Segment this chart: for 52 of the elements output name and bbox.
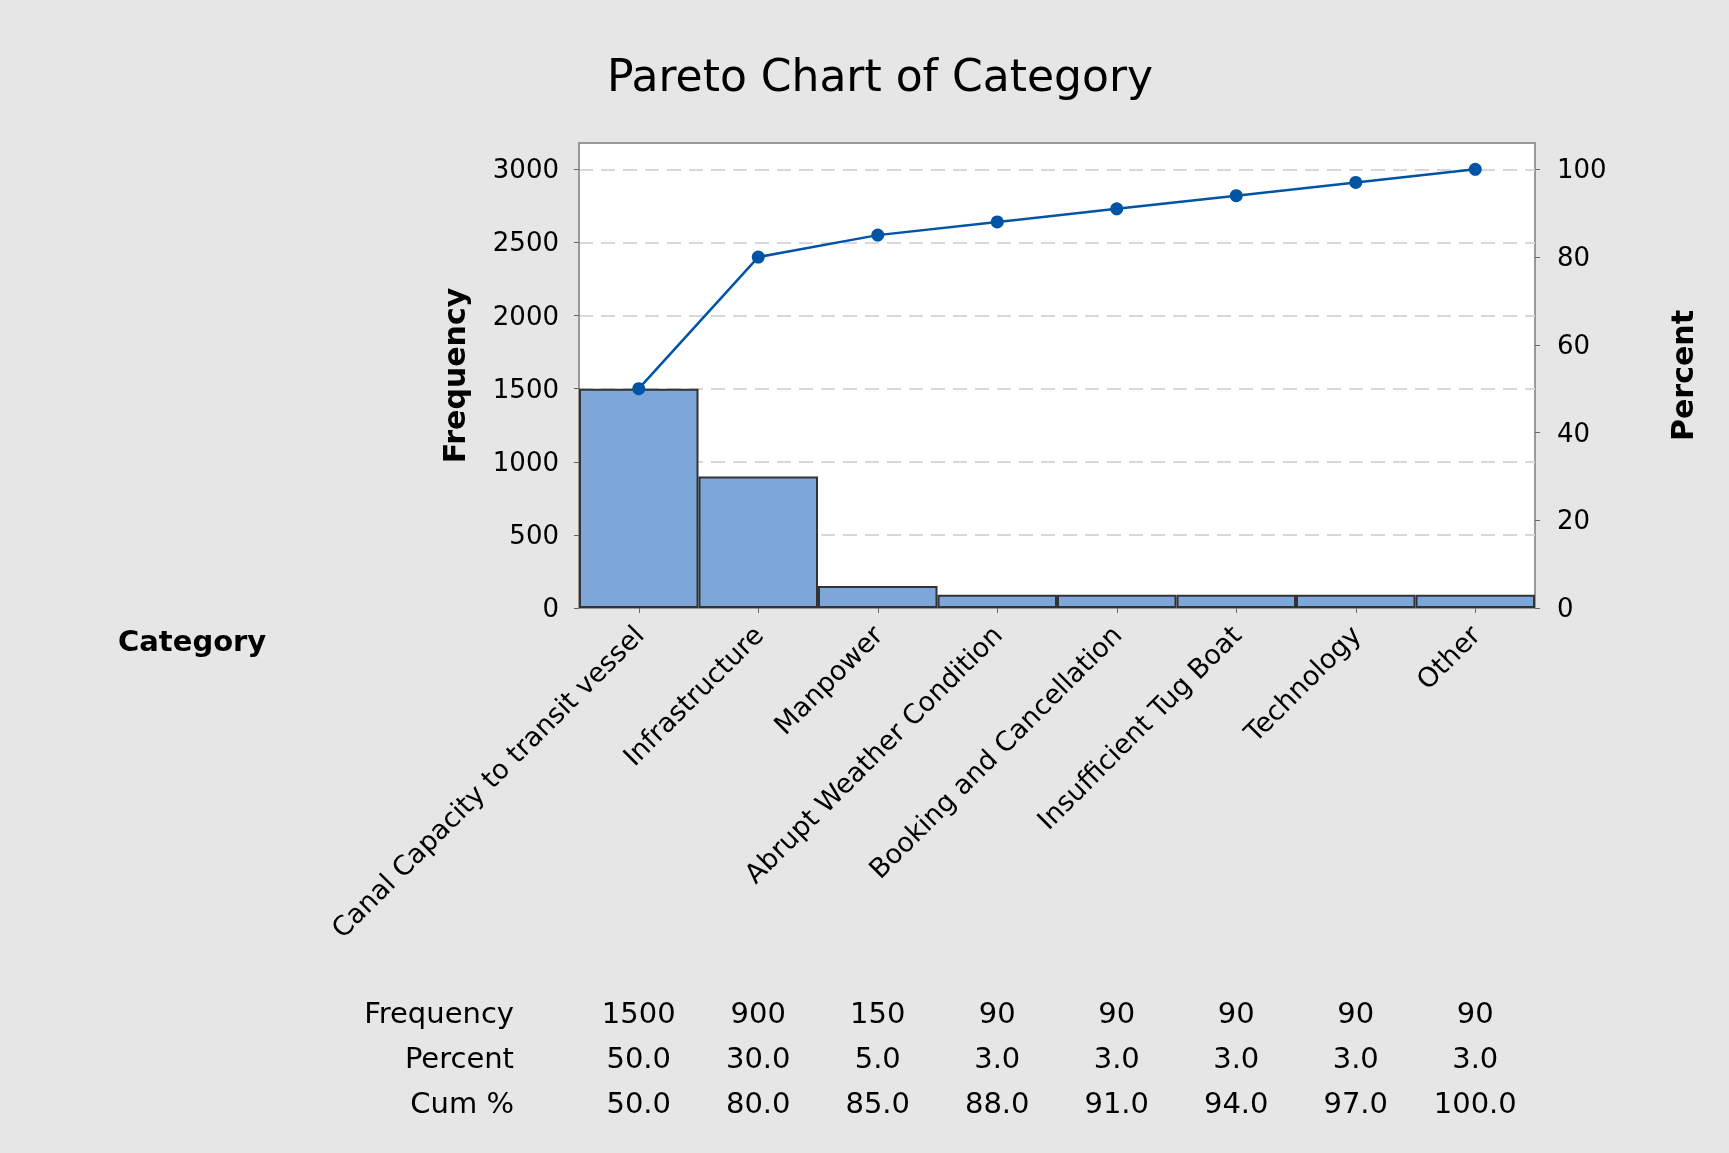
y2-tick-label: 20 — [1557, 505, 1591, 536]
x-axis-title: Category — [118, 624, 267, 658]
text: Cum % — [410, 1086, 514, 1120]
y-tick-label: 2500 — [492, 227, 559, 258]
point — [632, 382, 646, 396]
data-label: 80.0 — [725, 1086, 791, 1120]
y2-axis-title: Percent — [1664, 310, 1700, 441]
point — [1110, 202, 1124, 216]
point — [1229, 189, 1243, 203]
data-label: 1500 — [601, 996, 676, 1030]
chart-title: Pareto Chart of Category — [606, 49, 1154, 101]
data-label: 88.0 — [964, 1086, 1030, 1120]
data-label: 90 — [1217, 996, 1255, 1030]
y-tick-label: 0 — [542, 593, 559, 623]
text: Percent — [404, 1041, 514, 1075]
y2-tick-label: 0 — [1557, 593, 1574, 623]
y2-tick-label: 100 — [1557, 154, 1607, 185]
text: 3.0 — [974, 1041, 1021, 1075]
y-axis-title: Frequency — [436, 287, 472, 464]
y2-tick-label: 60 — [1557, 329, 1591, 360]
text: 3.0 — [1213, 1041, 1260, 1075]
text: 3.0 — [1452, 1041, 1499, 1075]
point — [1468, 162, 1482, 176]
text: 50.0 — [606, 1041, 672, 1075]
point — [751, 250, 765, 264]
data-label: 90 — [978, 996, 1016, 1030]
text: Frequency — [364, 996, 514, 1030]
data-label: 90 — [1456, 996, 1494, 1030]
text: 5.0 — [854, 1041, 901, 1075]
point — [990, 215, 1004, 229]
data-label: 100.0 — [1433, 1086, 1517, 1120]
data-label: 900 — [730, 996, 786, 1030]
data-label: 150 — [850, 996, 906, 1030]
point — [1349, 175, 1363, 189]
text: 3.0 — [1332, 1041, 1379, 1075]
data-label: 94.0 — [1203, 1086, 1269, 1120]
y-tick-label: 1500 — [492, 373, 559, 404]
data-label: 50.0 — [606, 1086, 672, 1120]
y-tick-label: 3000 — [492, 154, 559, 185]
data-label: 90 — [1098, 996, 1136, 1030]
text: 3.0 — [1093, 1041, 1140, 1075]
data-label: 90 — [1337, 996, 1375, 1030]
data-label: 97.0 — [1323, 1086, 1389, 1120]
y-tick-label: 1000 — [492, 446, 559, 477]
y2-tick-label: 40 — [1557, 417, 1591, 448]
y2-tick-label: 80 — [1557, 242, 1591, 273]
text: 30.0 — [725, 1041, 791, 1075]
data-label: 91.0 — [1084, 1086, 1150, 1120]
point — [871, 228, 885, 242]
y-tick-label: 500 — [509, 519, 559, 550]
y-tick-label: 2000 — [492, 300, 559, 331]
data-label: 85.0 — [845, 1086, 911, 1120]
